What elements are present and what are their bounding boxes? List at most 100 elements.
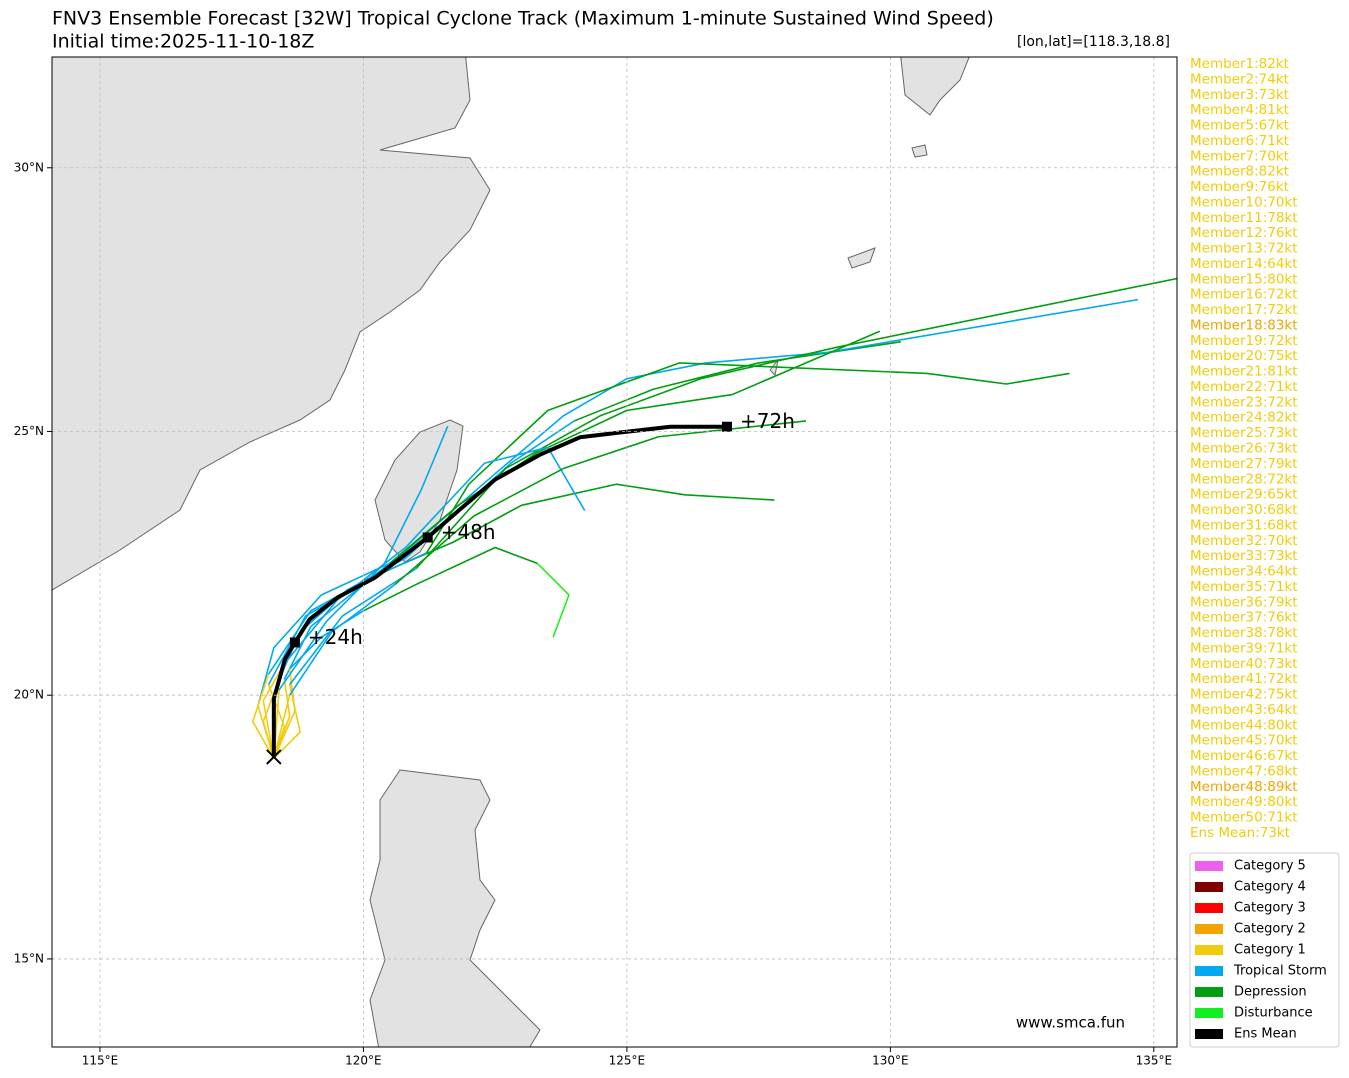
legend-label: Category 4 [1234, 880, 1306, 895]
member-label: Member33:73kt [1190, 548, 1298, 564]
china-land [52, 57, 491, 591]
member-label: Ens Mean:73kt [1190, 825, 1290, 841]
legend-swatch [1195, 987, 1223, 997]
member-track [378, 483, 775, 575]
legend-box [1189, 852, 1340, 1048]
member-track [273, 684, 301, 760]
member-label: Member34:64kt [1190, 564, 1298, 580]
map-area: +24h +48h +72h [52, 57, 1177, 1047]
member-label: Member30:68kt [1190, 502, 1298, 518]
legend-label: Tropical Storm [1233, 964, 1327, 979]
y-tick-label: 15°N [14, 951, 44, 965]
member-label: Member1:82kt [1190, 56, 1289, 72]
legend-swatch [1195, 966, 1223, 976]
time-marker [422, 532, 433, 543]
member-label: Member23:72kt [1190, 394, 1298, 410]
legend-label: Category 2 [1234, 922, 1306, 937]
member-label: Member7:70kt [1190, 148, 1289, 164]
member-label: Member46:67kt [1190, 748, 1298, 764]
member-label: Member21:81kt [1190, 364, 1298, 380]
member-label: Member15:80kt [1190, 271, 1298, 287]
member-label: Member29:65kt [1190, 487, 1298, 503]
time-marker [722, 421, 732, 432]
member-label: Member44:80kt [1190, 717, 1298, 733]
member-label: Member43:64kt [1190, 702, 1298, 718]
y-tick-label: 20°N [14, 688, 44, 702]
member-label: Member48:89kt [1190, 779, 1298, 795]
member-label: Member35:71kt [1190, 579, 1298, 595]
member-label: Member10:70kt [1190, 194, 1298, 210]
legend-swatch [1195, 861, 1223, 871]
legend-label: Category 5 [1234, 859, 1306, 874]
member-label: Member39:71kt [1190, 640, 1298, 656]
member-track [536, 562, 570, 638]
member-label: Member32:70kt [1190, 533, 1298, 549]
member-label: Member45:70kt [1190, 733, 1298, 749]
legend-swatch [1195, 1029, 1223, 1039]
legend-label: Category 1 [1234, 943, 1306, 958]
member-label: Member19:72kt [1190, 333, 1298, 349]
legend-label: Ens Mean [1234, 1027, 1297, 1042]
legend-swatch [1195, 903, 1223, 913]
member-label: Member4:81kt [1190, 102, 1289, 118]
member-label: Member20:75kt [1190, 348, 1298, 364]
member-track [273, 695, 291, 759]
member-label: Member8:82kt [1190, 164, 1289, 180]
member-track [257, 562, 391, 706]
legend-swatch [1195, 924, 1223, 934]
member-label: Member50:71kt [1190, 810, 1298, 826]
member-label: Member38:78kt [1190, 625, 1298, 641]
member-track [363, 546, 538, 612]
member-label: Member3:73kt [1190, 87, 1289, 103]
member-label: Member27:79kt [1190, 456, 1298, 472]
x-tick-label: 120°E [345, 1054, 382, 1068]
legend-swatch [1195, 1008, 1223, 1018]
x-tick-label: 115°E [82, 1054, 119, 1068]
member-label: Member49:80kt [1190, 794, 1298, 810]
member-label: Member2:74kt [1190, 71, 1289, 87]
member-label: Member25:73kt [1190, 425, 1298, 441]
start-marker [266, 749, 282, 765]
member-label: Member16:72kt [1190, 287, 1298, 303]
y-tick-label: 25°N [14, 424, 44, 438]
initial-time: Initial time:2025-11-10-18Z [52, 31, 314, 53]
member-track [283, 446, 586, 665]
member-label: Member13:72kt [1190, 241, 1298, 257]
member-label: Member5:67kt [1190, 118, 1289, 134]
legend-swatch [1195, 882, 1223, 892]
legend-label: Disturbance [1234, 1006, 1313, 1021]
member-label: Member47:68kt [1190, 763, 1298, 779]
member-track [425, 362, 1070, 554]
member-track [283, 298, 1139, 680]
y-tick-label: 30°N [14, 160, 44, 174]
member-label: Member28:72kt [1190, 471, 1298, 487]
legend-swatch [1195, 945, 1223, 955]
time-label: +48h [441, 520, 496, 544]
member-label: Member14:64kt [1190, 256, 1298, 272]
member-label: Member42:75kt [1190, 687, 1298, 703]
time-label: +24h [308, 625, 363, 649]
legend-label: Category 3 [1234, 901, 1306, 916]
x-tick-label: 130°E [872, 1054, 909, 1068]
time-marker [289, 637, 300, 648]
member-label: Member11:78kt [1190, 210, 1298, 226]
member-track [257, 705, 275, 759]
member-label: Member12:76kt [1190, 225, 1298, 241]
member-label: Member24:82kt [1190, 410, 1298, 426]
member-track [289, 567, 417, 686]
member-track [262, 663, 286, 759]
legend-label: Depression [1234, 985, 1307, 1000]
member-label: Member18:83kt [1190, 317, 1298, 333]
title: FNV3 Ensemble Forecast [32W] Tropical Cy… [52, 8, 994, 30]
luzon [369, 769, 541, 1047]
position: [lon,lat]=[118.3,18.8] [1017, 34, 1170, 50]
member-label: Member9:76kt [1190, 179, 1289, 195]
time-label: +72h [740, 409, 795, 433]
member-label: Member40:73kt [1190, 656, 1298, 672]
member-label: Member31:68kt [1190, 517, 1298, 533]
member-track [251, 673, 275, 759]
member-label: Member37:76kt [1190, 610, 1298, 626]
member-label: Member26:73kt [1190, 441, 1298, 457]
